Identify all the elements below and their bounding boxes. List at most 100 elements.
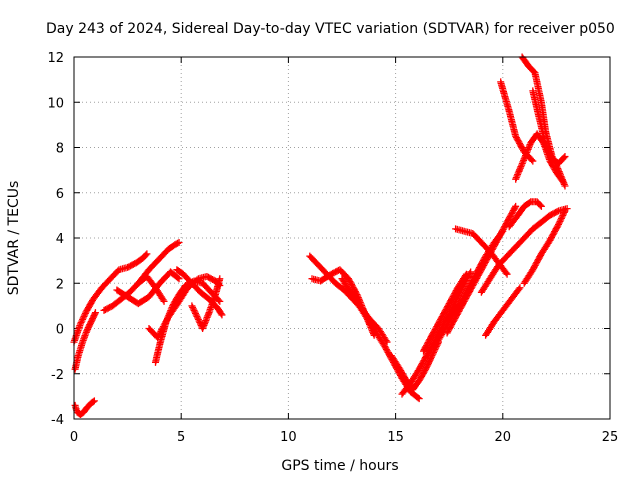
plus-marker-run	[495, 253, 510, 269]
data-track-3	[71, 397, 98, 418]
plus-marker-run	[520, 199, 533, 210]
plus-marker-run	[529, 251, 545, 274]
plus-marker-run	[171, 239, 182, 249]
plus-marker-run	[555, 208, 568, 228]
plus-marker-run	[76, 409, 87, 418]
plus-marker-run	[520, 226, 536, 242]
data-points	[70, 53, 571, 418]
data-track-27	[520, 207, 569, 287]
plus-marker-run	[482, 319, 497, 339]
plus-marker-run	[87, 310, 99, 326]
plus-marker-run	[512, 235, 527, 251]
plus-marker-run	[306, 252, 321, 268]
x-tick-label: 10	[280, 430, 297, 445]
plus-marker-run	[71, 353, 82, 373]
plus-marker-run	[477, 239, 493, 254]
plus-marker-run	[409, 378, 422, 394]
plus-marker-run	[552, 168, 566, 184]
plus-marker-run	[415, 367, 429, 384]
plus-marker	[218, 311, 226, 319]
plus-marker	[516, 284, 524, 292]
data-track-23	[505, 198, 545, 231]
plus-marker-run	[317, 271, 334, 285]
plus-marker	[537, 202, 545, 210]
plus-marker-run	[175, 285, 191, 305]
plus-marker-run	[139, 251, 150, 262]
y-tick-label: 8	[56, 142, 64, 157]
plus-marker-run	[124, 260, 139, 271]
plus-marker	[561, 153, 569, 161]
grid	[74, 57, 610, 419]
plus-marker-run	[537, 238, 553, 258]
plus-marker-run	[396, 365, 409, 383]
plus-marker-run	[145, 281, 163, 301]
y-tick-label: 0	[56, 323, 64, 338]
plus-marker-run	[529, 87, 543, 120]
plus-marker-run	[495, 220, 510, 242]
y-tick-label: 6	[56, 187, 64, 202]
plus-marker	[512, 202, 520, 210]
plus-marker-run	[89, 285, 105, 303]
plus-marker-run	[338, 275, 354, 295]
plus-marker-run	[420, 333, 435, 355]
plus-marker-run	[109, 296, 124, 310]
plus-marker-run	[477, 251, 493, 274]
plus-marker-run	[344, 275, 360, 297]
plus-marker-run	[372, 329, 388, 349]
plus-marker-run	[76, 308, 90, 328]
plus-marker-run	[430, 331, 446, 351]
plus-marker-run	[374, 325, 390, 345]
x-tick-label: 25	[602, 430, 619, 445]
plus-marker-run	[205, 295, 220, 311]
plus-marker	[561, 182, 569, 190]
plus-marker	[415, 395, 423, 403]
plus-marker-run	[499, 297, 514, 314]
plus-marker-run	[164, 242, 177, 253]
data-track-6	[134, 239, 183, 287]
data-track-20	[477, 205, 571, 296]
data-track-18	[443, 202, 520, 337]
plus-marker-run	[546, 222, 562, 244]
data-track-5	[113, 268, 183, 308]
plus-marker	[559, 177, 567, 185]
plus-marker-run	[546, 208, 561, 219]
plus-marker-run	[199, 310, 212, 332]
plus-marker-run	[398, 380, 413, 398]
plus-marker-run	[531, 69, 545, 104]
plus-marker-run	[497, 78, 513, 114]
plus-marker	[467, 268, 475, 276]
plus-marker-run	[113, 286, 130, 300]
plus-marker-run	[512, 156, 528, 183]
plus-marker	[175, 275, 183, 283]
plus-marker-run	[542, 141, 555, 161]
plus-marker-run	[83, 400, 94, 412]
plus-marker-run	[407, 367, 422, 387]
data-track-19	[452, 225, 511, 278]
plus-marker-run	[507, 285, 523, 303]
plus-marker-run	[212, 276, 223, 299]
plus-marker-run	[167, 268, 182, 282]
plus-marker	[561, 207, 569, 215]
plus-marker-run	[134, 294, 152, 308]
plus-marker-run	[546, 157, 560, 175]
plus-marker	[175, 239, 183, 247]
plus-marker-run	[332, 279, 347, 293]
y-tick-label: 12	[47, 51, 64, 66]
plus-marker-run	[387, 352, 403, 372]
data-track-16	[420, 270, 470, 355]
plus-marker-run	[80, 405, 90, 416]
y-tick-label: 4	[56, 232, 64, 247]
plus-marker	[143, 250, 151, 258]
plus-marker-run	[199, 279, 214, 295]
plus-marker-run	[432, 319, 448, 342]
plus-marker-run	[503, 244, 518, 260]
x-tick-label: 5	[177, 430, 185, 445]
plus-marker-run	[197, 288, 212, 302]
plus-marker-run	[486, 248, 501, 265]
plus-marker-run	[428, 317, 444, 339]
plus-marker-run	[529, 219, 544, 233]
y-tick-label: 10	[47, 96, 64, 111]
plus-marker-run	[73, 408, 83, 418]
plus-marker-run	[145, 256, 163, 274]
y-axis-label: SDTVAR / TECUs	[6, 181, 22, 296]
